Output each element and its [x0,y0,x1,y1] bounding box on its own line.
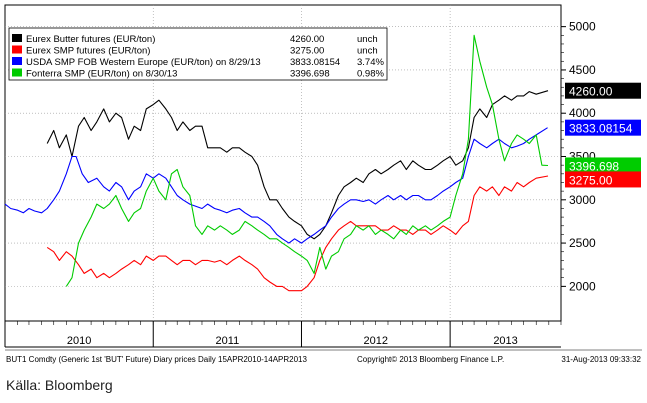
y-tick-label: 5000 [569,20,596,34]
legend-change-3: 3.74% [357,57,384,68]
last-value-label-4: 3396.698 [569,159,619,173]
last-value-label-2: 3275.00 [569,173,613,187]
legend-swatch-4 [12,68,22,77]
y-tick-label: 4500 [569,63,596,77]
legend-name-3: USDA SMP FOB Western Europe (EUR/ton) on… [26,57,261,68]
footer-right: 31-Aug-2013 09:33:32 [561,355,641,364]
x-tick-label: 2012 [364,335,388,347]
legend-value-1: 4260.00 [290,34,324,45]
legend: Eurex Butter futures (EUR/ton) 4260.00 unc… [8,27,388,81]
footer-center: Copyright© 2013 Bloomberg Finance L.P. [357,355,504,364]
footer-left: BUT1 Comdty (Generic 1st 'BUT' Future) D… [6,355,307,364]
legend-swatch-3 [12,57,22,65]
last-value-box-4 [565,157,641,174]
x-tick-label: 2013 [493,335,517,347]
series-layer [4,34,549,292]
legend-value-3: 3833.08154 [290,57,340,68]
y-tick-label: 3000 [569,193,596,207]
legend-name-2: Eurex SMP futures (EUR/ton) [26,46,150,57]
legend-change-2: unch [357,46,378,57]
last-value-label-1: 4260.00 [569,85,613,99]
series-line-3 [4,127,548,244]
legend-box [8,27,388,81]
x-tick-label: 2011 [216,335,240,347]
legend-name-1: Eurex Butter futures (EUR/ton) [26,34,155,45]
y-tick-label: 4000 [569,106,596,120]
y-tick-label: 2000 [569,279,596,293]
legend-change-4: 0.98% [357,69,384,80]
legend-value-2: 3275.00 [290,46,324,57]
x-axis: 2010 2011 2012 2013 [4,321,562,348]
legend-name-4: Fonterra SMP (EUR/ton) on 8/30/13 [26,69,177,80]
legend-change-1: unch [357,34,378,45]
legend-value-4: 3396.698 [290,69,330,80]
legend-swatch-2 [12,45,22,54]
last-value-box-2 [565,171,641,188]
legend-swatch-1 [12,34,22,42]
last-value-box-3 [565,119,641,136]
last-value-label-3: 3833.08154 [569,122,633,136]
y-tick-label: 2500 [569,236,596,250]
series-line-1 [46,90,549,240]
last-value-box-1 [565,82,641,99]
source-note: Källa: Bloomberg [6,377,113,393]
series-line-4 [65,34,549,287]
series-line-2 [46,175,549,292]
x-tick-label: 2010 [67,335,91,347]
